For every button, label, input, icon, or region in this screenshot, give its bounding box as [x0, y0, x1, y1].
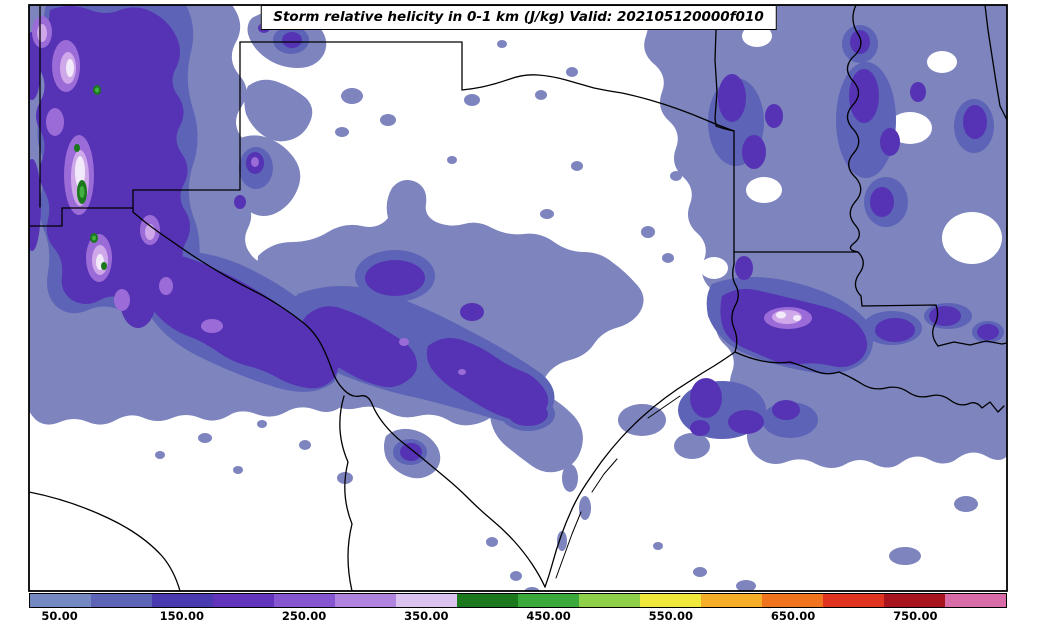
- border-mexico-states-1: [29, 491, 181, 591]
- coastline-mississippi: [937, 340, 1007, 347]
- colorbar-segment: [274, 594, 335, 607]
- colorbar: [29, 593, 1007, 608]
- contour-region-transpecos-purple: [143, 255, 339, 389]
- colorbar-segment: [823, 594, 884, 607]
- colorbar-segment: [30, 594, 91, 607]
- colorbar-tick-label: 650.00: [770, 609, 816, 623]
- colorbar-tick-label: 550.00: [648, 609, 694, 623]
- state-border-tx-la-ar: [731, 130, 739, 353]
- colorbar-tick-label: 150.00: [159, 609, 205, 623]
- colorbar-segment: [945, 594, 1006, 607]
- colorbar-segment: [884, 594, 945, 607]
- colorbar-segment: [518, 594, 579, 607]
- border-nm-mexico: [29, 207, 134, 227]
- colorbar-segment: [152, 594, 213, 607]
- state-border-ms-al: [984, 5, 1007, 121]
- colorbar-segment: [701, 594, 762, 607]
- colorbar-segment: [579, 594, 640, 607]
- field-level-7-bright-green: [79, 87, 99, 241]
- colorbar-tick-label: 750.00: [893, 609, 938, 623]
- border-mexico-states-2: [339, 395, 353, 591]
- colorbar-segment: [640, 594, 701, 607]
- field-level-5-white-core: [66, 59, 801, 321]
- colorbar-segment: [396, 594, 457, 607]
- contour-region-panhandle-1: [244, 79, 313, 142]
- coastline-texas: [544, 351, 736, 588]
- page-title: Storm relative helicity in 0-1 km (J/kg)…: [260, 5, 777, 30]
- state-border-ok-ar: [714, 29, 735, 132]
- state-border-texas-riogrande: [132, 41, 546, 588]
- colorbar-tick-label: 350.00: [404, 609, 449, 623]
- colorbar-segment: [762, 594, 823, 607]
- colorbar-segment: [213, 594, 274, 607]
- colorbar-tick-label: 450.00: [526, 609, 571, 623]
- colorbar-segment: [91, 594, 152, 607]
- barrier-islands: [555, 395, 681, 579]
- colorbar-tick-label: 50.00: [41, 609, 78, 623]
- state-boundaries-layer: [29, 5, 1007, 591]
- coastline-louisiana: [734, 351, 1005, 413]
- colorbar-ticks: 50.00 150.00 250.00 350.00 450.00 550.00 650.0…: [29, 609, 1007, 631]
- colorbar-segment: [457, 594, 518, 607]
- colorbar-segment: [335, 594, 396, 607]
- colorbar-tick-label: 250.00: [281, 609, 327, 623]
- state-border-red-river: [239, 41, 735, 132]
- mississippi-river: [846, 5, 939, 347]
